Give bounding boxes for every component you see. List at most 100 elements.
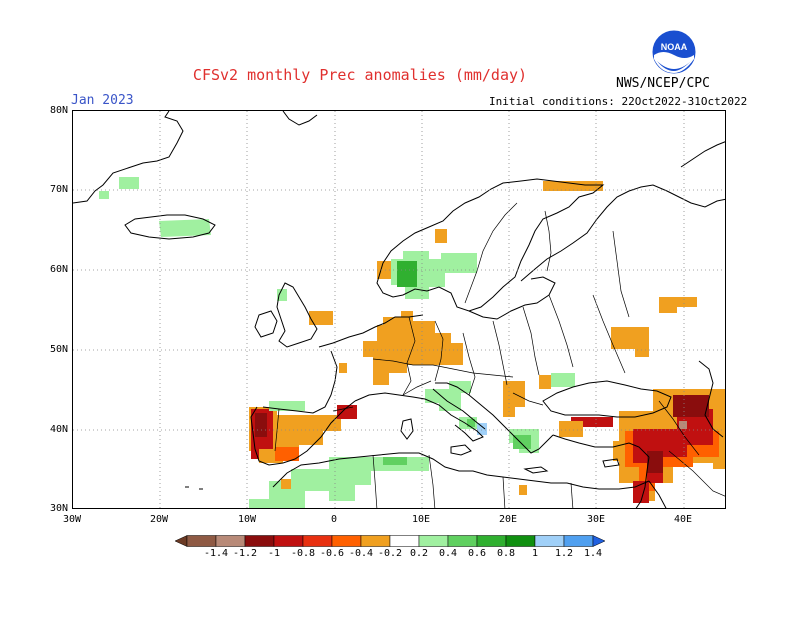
lat-label-80n: 80N: [49, 105, 68, 116]
coast-med-france-italy: [354, 392, 484, 442]
noaa-logo-icon: NOAA: [651, 29, 697, 75]
anomaly-tunisia-mid-green: [383, 457, 407, 465]
legend-label: -0.4: [348, 548, 374, 559]
anomaly-caucasus-pink: [679, 421, 687, 429]
anomaly-greece-mid-green: [513, 435, 531, 449]
coast-france-benelux: [318, 314, 424, 348]
anomaly-north-africa-green: [249, 457, 429, 508]
anomaly-central-europe-orange: [363, 311, 463, 385]
legend-swatch: [563, 535, 594, 547]
legend-label: 0.4: [438, 548, 458, 559]
anomaly-britain-orange: [309, 311, 333, 325]
legend-swatch: [534, 535, 565, 547]
coast-greenland: [73, 111, 184, 204]
coast-canaries: [185, 486, 203, 490]
coast-italy-east: [432, 388, 486, 430]
lat-label-70n: 70N: [49, 184, 68, 195]
legend-label: 1: [531, 548, 539, 559]
lon-label-10e: 10E: [411, 514, 431, 525]
anomaly-svalbard-green: [99, 177, 139, 199]
coast-cyprus: [602, 458, 620, 468]
coast-novaya-zemlya: [680, 141, 725, 168]
anomaly-scotland-green: [277, 289, 287, 301]
coast-scandinavia: [376, 178, 605, 312]
legend-swatch: [476, 535, 507, 547]
anomaly-adriatic-blue: [477, 423, 487, 435]
legend-label: 0.2: [409, 548, 429, 559]
anomaly-france-orange-dot: [339, 363, 347, 373]
anomaly-alps-green: [425, 381, 471, 411]
lat-label-50n: 50N: [49, 344, 68, 355]
anomaly-turkey-orange: [559, 421, 583, 437]
map-title: CFSv2 monthly Prec anomalies (mm/day): [192, 66, 528, 84]
country-borders: [274, 202, 725, 508]
lat-label-60n: 60N: [49, 264, 68, 275]
legend-swatch: [273, 535, 304, 547]
anomaly-balkans-orange: [503, 375, 551, 417]
coast-france-atlantic: [262, 350, 338, 414]
legend-label: 0.8: [496, 548, 516, 559]
lon-label-20e: 20E: [498, 514, 518, 525]
precip-anomaly-map: [72, 110, 726, 509]
anomaly-russia-orange: [611, 297, 697, 357]
lon-label-30e: 30E: [586, 514, 606, 525]
legend-swatch: [389, 535, 420, 547]
legend-swatch: [331, 535, 362, 547]
anomaly-spain-red-orange: [275, 447, 299, 461]
coast-crete: [523, 466, 549, 474]
coast-greece: [508, 430, 554, 454]
coast-ireland: [254, 310, 278, 338]
legend-label: 1.4: [583, 548, 603, 559]
legend-label: -0.6: [319, 548, 345, 559]
lon-label-0: 0: [330, 514, 338, 525]
organization-label: NWS/NCEP/CPC: [616, 76, 710, 91]
lon-label-20w: 20W: [149, 514, 169, 525]
legend-arrow-left: [175, 535, 188, 547]
legend-label: -1: [267, 548, 281, 559]
legend-label: -1.4: [203, 548, 229, 559]
legend-label: 1.2: [554, 548, 574, 559]
initial-conditions: Initial conditions: 22Oct2022-31Oct2022: [489, 95, 748, 108]
anomaly-ukraine-green: [551, 373, 575, 387]
coast-sicily: [450, 444, 472, 456]
coast-baltic: [468, 276, 556, 320]
anomaly-morocco-orange: [281, 479, 291, 489]
coast-levant: [635, 456, 650, 508]
lat-label-40n: 40N: [49, 424, 68, 435]
coast-sardinia: [400, 418, 414, 440]
anomaly-iberia-dark-red: [255, 413, 267, 437]
anomaly-fields: [99, 177, 725, 508]
coast-britain: [276, 282, 318, 348]
legend-swatch: [302, 535, 333, 547]
coast-adriatic: [435, 382, 510, 432]
anomaly-iceland-green: [159, 219, 211, 237]
coast-svalbard: [282, 111, 318, 126]
anomaly-levant-dark-red: [647, 395, 709, 473]
legend-swatch: [215, 535, 246, 547]
lon-label-40e: 40E: [673, 514, 693, 525]
lon-label-10w: 10W: [237, 514, 257, 525]
anomaly-norway-orange: [377, 229, 447, 279]
anomaly-italy-mid-green: [467, 419, 475, 427]
coast-black-sea: [542, 380, 672, 418]
anomaly-norway-dark-green: [397, 261, 417, 287]
coast-turkey: [552, 434, 650, 458]
anomaly-catalonia-red: [337, 405, 357, 419]
anomaly-kola-orange: [543, 181, 603, 191]
legend-label: -0.2: [377, 548, 403, 559]
legend-swatch: [360, 535, 391, 547]
legend-swatch: [505, 535, 536, 547]
legend-swatch: [447, 535, 478, 547]
map-canvas: [73, 111, 725, 508]
legend-swatch: [418, 535, 449, 547]
legend-swatch: [244, 535, 275, 547]
lon-label-30w: 30W: [62, 514, 82, 525]
coast-red-sea: [648, 480, 667, 508]
coast-iceland: [124, 214, 216, 240]
forecast-month: Jan 2023: [71, 93, 134, 108]
coast-finland-russia: [520, 184, 725, 282]
legend-label: 0.6: [467, 548, 487, 559]
noaa-logo-text: NOAA: [661, 42, 688, 52]
legend-arrow-right: [592, 535, 606, 547]
coast-caspian: [698, 360, 724, 438]
